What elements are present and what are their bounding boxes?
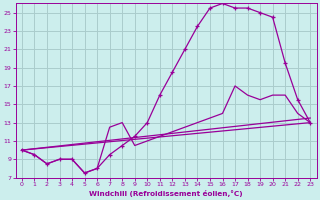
X-axis label: Windchill (Refroidissement éolien,°C): Windchill (Refroidissement éolien,°C) [89,190,243,197]
